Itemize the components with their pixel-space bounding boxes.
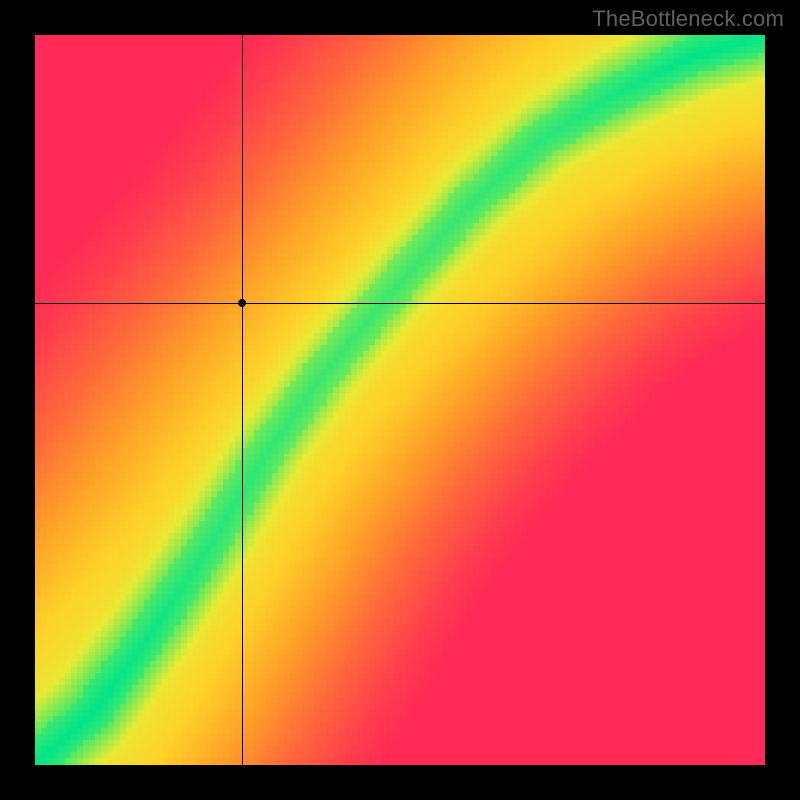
chart-container: TheBottleneck.com (0, 0, 800, 800)
plot-area (35, 35, 765, 765)
marker-dot (238, 299, 246, 307)
watermark-text: TheBottleneck.com (592, 6, 784, 32)
crosshair-horizontal (35, 303, 765, 304)
heatmap-canvas (35, 35, 765, 765)
crosshair-vertical (242, 35, 243, 765)
